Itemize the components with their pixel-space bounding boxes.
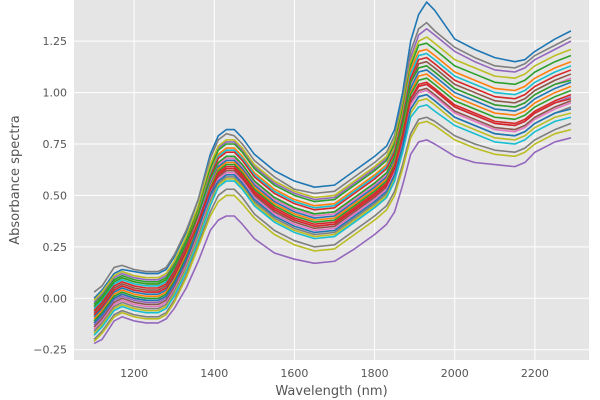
series-line <box>93 93 572 324</box>
series-line <box>93 77 572 322</box>
y-tick-label: 1.25 <box>43 35 68 48</box>
y-tick-label: 0.25 <box>43 241 68 254</box>
series-line <box>93 104 572 336</box>
series-line <box>93 69 572 318</box>
series-line <box>93 87 572 328</box>
x-axis-label: Wavelength (nm) <box>275 384 387 399</box>
series-group <box>93 1 572 345</box>
y-tick-label: 1.00 <box>43 87 68 100</box>
x-tick-label: 1600 <box>280 367 308 380</box>
series-line <box>93 1 572 299</box>
series-line <box>93 42 572 306</box>
series-line <box>93 97 572 334</box>
x-tick-label: 1400 <box>200 367 228 380</box>
y-tick-label: 0.00 <box>43 292 68 305</box>
y-tick-labels: −0.25 0.00 0.25 0.50 0.75 1.00 1.25 <box>33 35 67 357</box>
series-line <box>93 21 572 293</box>
series-line <box>93 137 572 345</box>
y-tick-label: −0.25 <box>33 344 67 357</box>
x-tick-label: 1800 <box>361 367 389 380</box>
x-tick-label: 2200 <box>521 367 549 380</box>
x-tick-labels: 1200 1400 1600 1800 2000 2200 <box>120 367 549 380</box>
y-axis-label: Absorbance spectra <box>8 115 23 245</box>
y-tick-label: 0.50 <box>43 189 68 202</box>
series-line <box>93 120 572 343</box>
series-line <box>93 83 572 316</box>
series-line <box>93 56 572 312</box>
series-line <box>93 52 572 310</box>
x-tick-label: 1200 <box>120 367 148 380</box>
series-line <box>93 73 572 320</box>
x-tick-label: 2000 <box>441 367 469 380</box>
series-line <box>93 36 572 301</box>
series-line <box>93 116 572 340</box>
series-line <box>93 28 572 303</box>
series-line <box>93 89 572 330</box>
y-tick-label: 0.75 <box>43 138 68 151</box>
series-line <box>93 65 572 308</box>
